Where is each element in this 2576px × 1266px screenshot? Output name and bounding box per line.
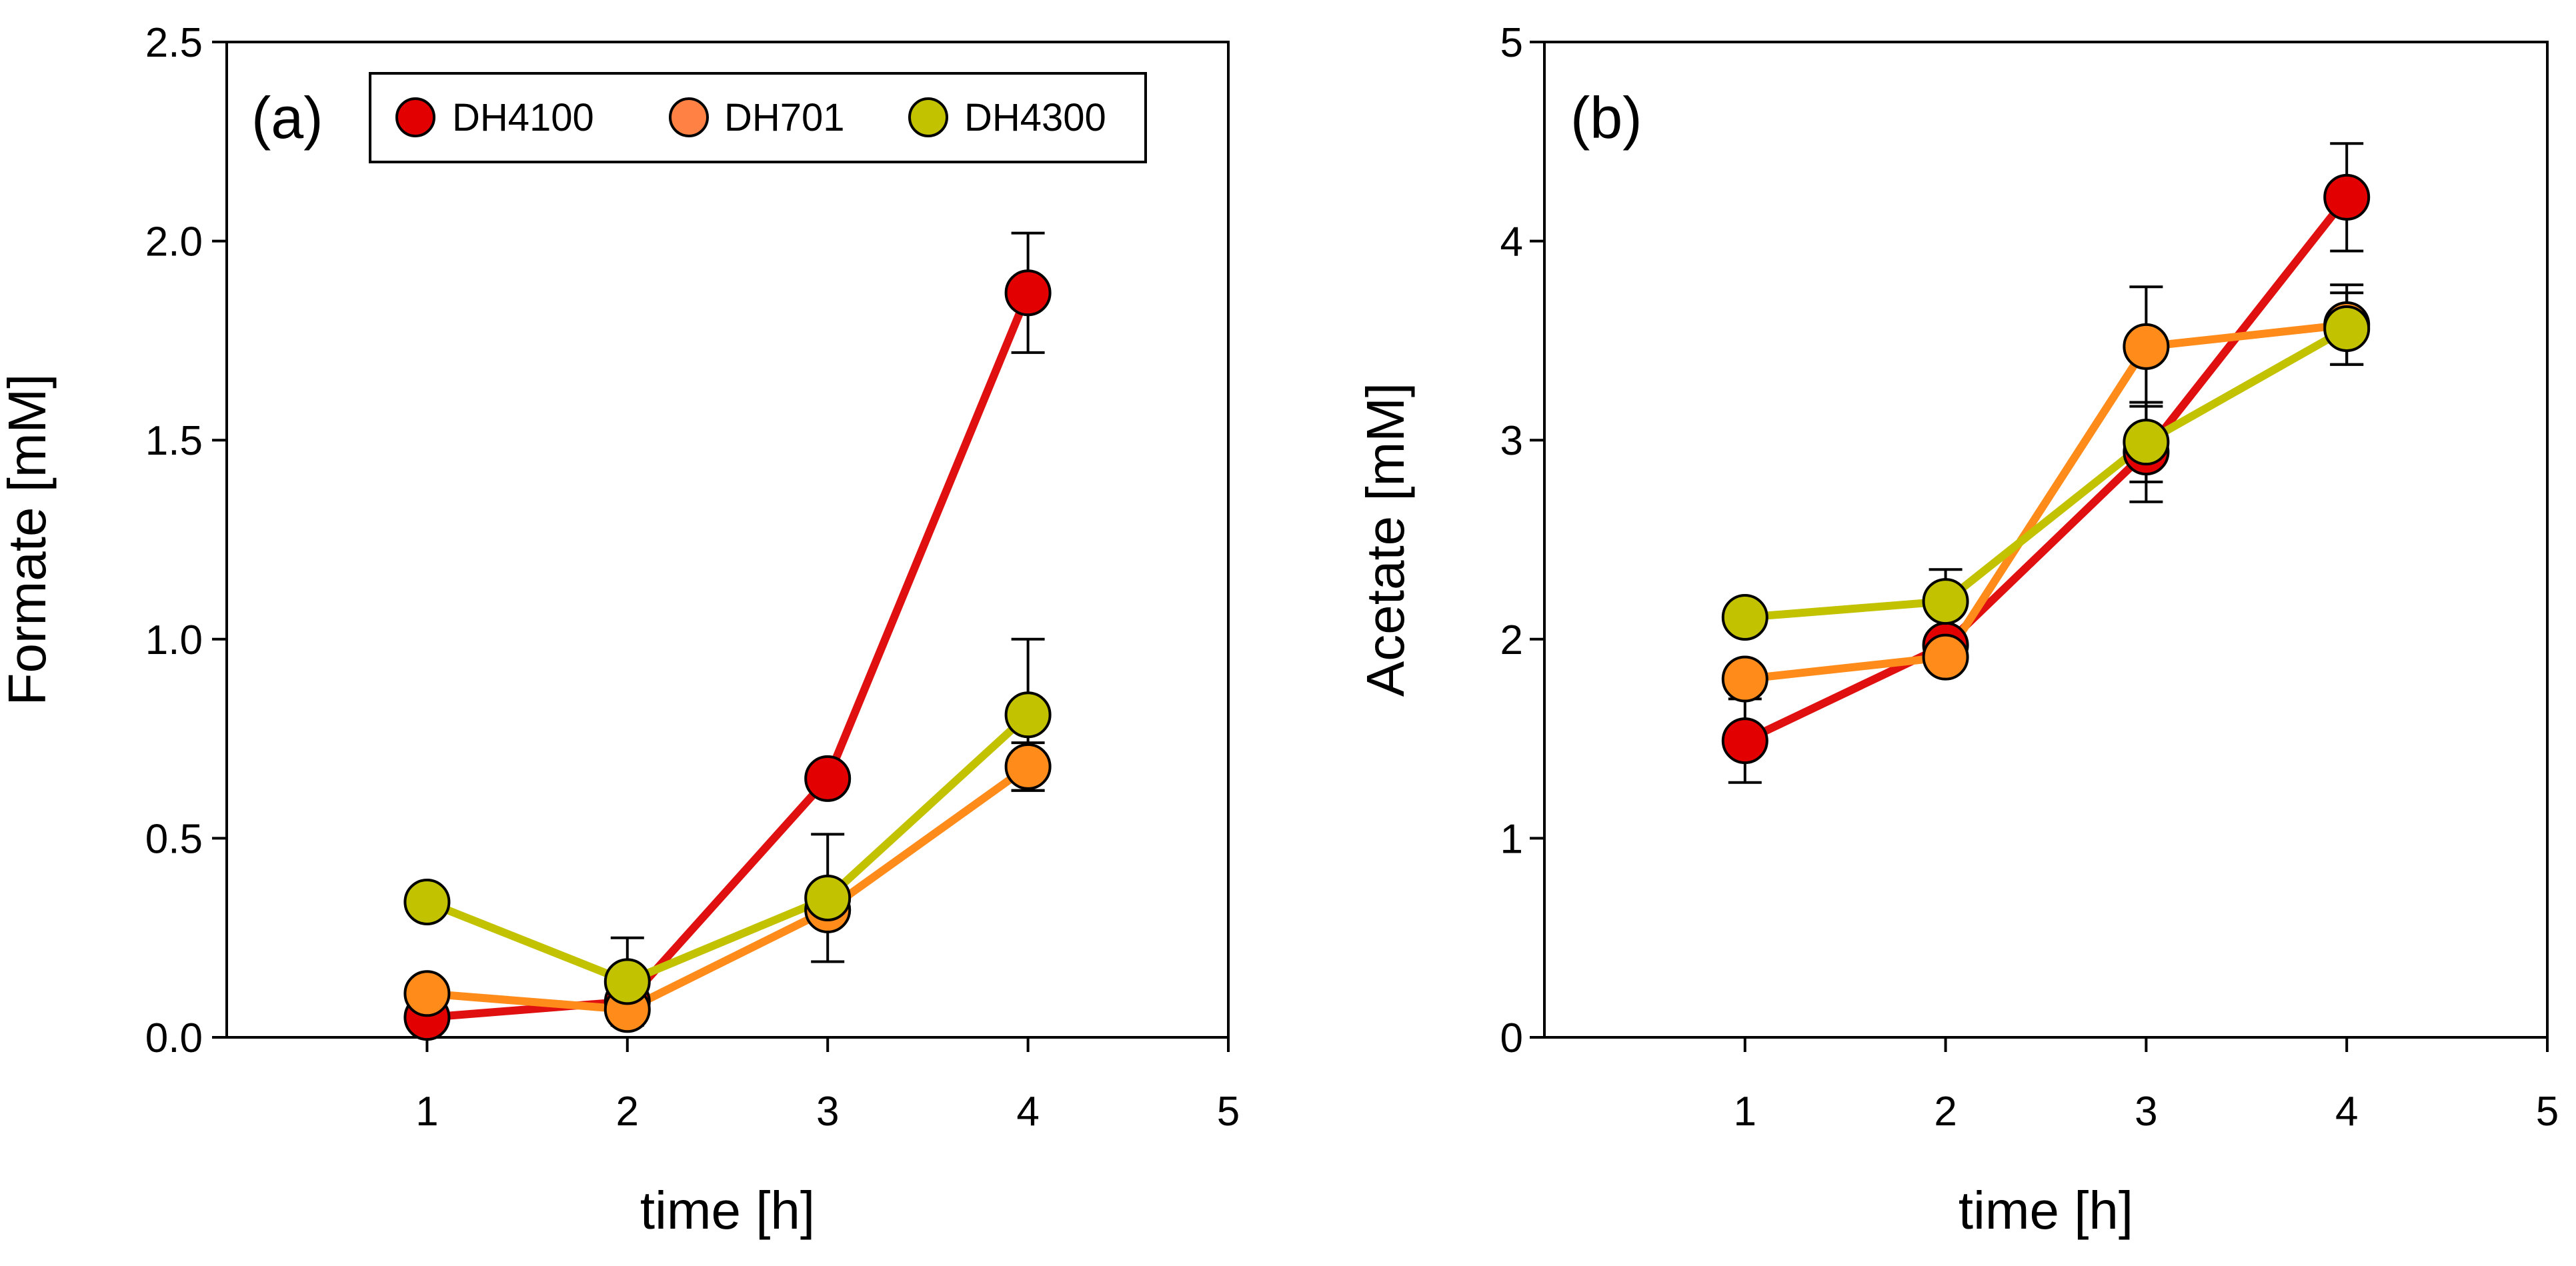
plot-frame	[225, 41, 1230, 1039]
data-point-dh701	[1004, 743, 1052, 790]
x-tick-label: 5	[2536, 1089, 2559, 1135]
y-tick-label: 3	[1500, 418, 1523, 464]
data-point-dh4300	[1004, 691, 1052, 739]
x-tick-label: 2	[1934, 1089, 1957, 1135]
data-point-dh4300	[2123, 419, 2170, 466]
data-point-dh701	[2123, 323, 2170, 370]
series-line-dh4300	[425, 711, 1031, 986]
series-line-dh4100	[426, 291, 1032, 1022]
x-tick-label: 3	[816, 1089, 839, 1135]
y-tick-label: 4	[1500, 219, 1523, 265]
x-tick-label: 3	[2135, 1089, 2157, 1135]
chart-panel-b: 0 1 2 3 4 5 1 2 3 4 5 time [h] Acetate [mM] (b)	[1356, 20, 2559, 1240]
y-tick-label: 5	[1500, 20, 1523, 66]
data-point-dh4100	[1004, 269, 1052, 317]
x-tick-label: 1	[1734, 1089, 1756, 1135]
series-line-dh701	[426, 763, 1031, 1014]
y-tick-label: 2	[1500, 617, 1523, 663]
data-point-dh4300	[2323, 305, 2371, 352]
x-axis-label: time [h]	[1959, 1181, 2133, 1240]
legend-marker-dh701	[669, 97, 709, 137]
y-tick-label: 1	[1500, 816, 1523, 862]
series-line-dh701	[1744, 321, 2347, 683]
y-axis-label: Formate [mM]	[0, 374, 57, 706]
data-point-dh701	[1721, 655, 1768, 703]
chart-panel-a: 0.0 0.5 1.0 1.5 2.0 2.5 1 2 3 4 5 time [h] Formate […	[0, 20, 1240, 1240]
data-point-dh4100	[2323, 173, 2371, 221]
plot-frame	[1543, 41, 2549, 1039]
y-tick-label: 0.0	[145, 1015, 203, 1061]
data-point-dh4300	[804, 874, 852, 921]
x-tick-label: 2	[616, 1089, 639, 1135]
legend-label-dh4100: DH4100	[452, 96, 594, 139]
data-point-dh4100	[1721, 717, 1768, 765]
data-point-dh4300	[403, 878, 451, 925]
legend-label-dh701: DH701	[724, 96, 845, 139]
x-tick-label: 4	[1016, 1089, 1039, 1135]
legend-marker-dh4300	[908, 97, 948, 137]
y-axis-label: Acetate [mM]	[1356, 383, 1415, 697]
panel-label: (b)	[1570, 85, 1642, 151]
legend-marker-dh4100	[395, 97, 435, 137]
y-tick-label: 2.5	[145, 20, 203, 66]
y-tick-label: 2.0	[145, 219, 203, 265]
x-tick-label: 1	[415, 1089, 438, 1135]
data-point-dh701	[403, 970, 451, 1017]
x-tick-label: 4	[2335, 1089, 2358, 1135]
series-line-dh4300	[1744, 325, 2349, 621]
y-tick-label: 0.5	[145, 816, 203, 862]
y-tick-label: 1.0	[145, 617, 203, 663]
y-tick-label: 0	[1500, 1015, 1523, 1061]
x-tick-label: 5	[1217, 1089, 1240, 1135]
legend-box	[369, 72, 1147, 163]
legend: DH4100 DH701 DH4300	[369, 72, 1147, 163]
data-point-dh4100	[804, 755, 852, 802]
data-point-dh4300	[1922, 578, 1969, 625]
panel-label: (a)	[251, 85, 323, 151]
x-axis-label: time [h]	[640, 1181, 815, 1240]
data-point-dh4300	[603, 958, 651, 1005]
series-line-dh4100	[1743, 195, 2350, 745]
data-point-dh701	[1922, 633, 1969, 681]
y-tick-label: 1.5	[145, 418, 203, 464]
legend-label-dh4300: DH4300	[964, 96, 1106, 139]
data-point-dh4300	[1721, 593, 1768, 641]
